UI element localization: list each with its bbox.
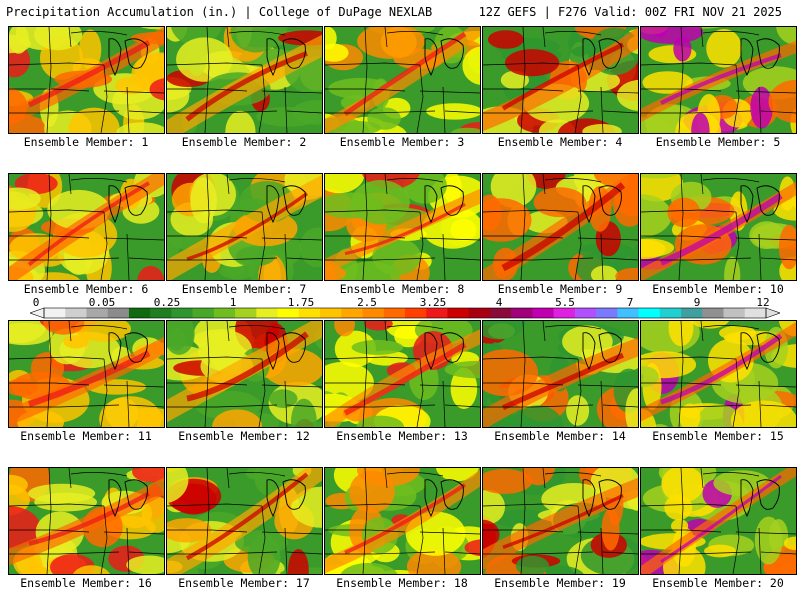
ensemble-map-panel (482, 467, 639, 575)
colorbar-swatch (426, 308, 448, 318)
ensemble-member-label: Ensemble Member: 4 (497, 135, 623, 149)
ensemble-member-label: Ensemble Member: 14 (494, 429, 626, 443)
ensemble-member-label: Ensemble Member: 20 (652, 576, 784, 590)
ensemble-member-label: Ensemble Member: 18 (336, 576, 468, 590)
ensemble-map-panel (324, 320, 481, 428)
colorbar-swatch (468, 308, 491, 318)
colorbar-left-arrow (30, 307, 45, 319)
ensemble-member-label: Ensemble Member: 15 (652, 429, 784, 443)
ensemble-map-panel (640, 26, 797, 134)
colorbar-swatch (723, 308, 746, 318)
colorbar-swatch (65, 308, 87, 318)
colorbar-swatch (681, 308, 703, 318)
ensemble-map-panel (8, 26, 165, 134)
colorbar-swatch (107, 308, 130, 318)
colorbar-swatch (744, 308, 767, 318)
colorbar-swatch (447, 308, 470, 318)
ensemble-member-label: Ensemble Member: 12 (178, 429, 310, 443)
ensemble-map-panel (324, 173, 481, 281)
colorbar (30, 307, 780, 319)
colorbar-swatch (86, 308, 109, 318)
colorbar-swatch (171, 308, 193, 318)
ensemble-map-panel (482, 173, 639, 281)
ensemble-map-panel (166, 173, 323, 281)
ensemble-map-panel (8, 173, 165, 281)
colorbar-swatch (553, 308, 576, 318)
colorbar-swatch (213, 308, 236, 318)
colorbar-swatch (362, 308, 385, 318)
ensemble-map-panel (166, 26, 323, 134)
ensemble-map-panel (640, 467, 797, 575)
colorbar-tick-label: 2.5 (357, 296, 377, 309)
colorbar-swatch (596, 308, 618, 318)
ensemble-member-label: Ensemble Member: 2 (181, 135, 307, 149)
colorbar-tick-label: 0 (32, 296, 40, 309)
ensemble-map-panel (640, 320, 797, 428)
colorbar-swatch (256, 308, 278, 318)
ensemble-map-panel (482, 26, 639, 134)
ensemble-map-panel (482, 320, 639, 428)
colorbar-swatch (574, 308, 597, 318)
colorbar-swatch (320, 308, 342, 318)
colorbar-swatch (659, 308, 682, 318)
ensemble-member-label: Ensemble Member: 7 (181, 282, 307, 296)
colorbar-swatch (702, 308, 724, 318)
ensemble-map-panel (166, 467, 323, 575)
colorbar-tick-label: 1.75 (287, 296, 315, 309)
model-run-info: 12Z GEFS | F276 Valid: 00Z FRI NOV 21 20… (478, 5, 782, 19)
colorbar-swatch (128, 308, 151, 318)
colorbar-tick-label: 0.05 (88, 296, 116, 309)
colorbar-tick-label: 7 (626, 296, 634, 309)
colorbar-swatch (235, 308, 257, 318)
colorbar-swatch (44, 308, 66, 318)
ensemble-map-panel (324, 26, 481, 134)
colorbar-tick-label: 5.5 (555, 296, 575, 309)
ensemble-map-panel (8, 320, 165, 428)
ensemble-member-label: Ensemble Member: 5 (655, 135, 781, 149)
ensemble-map-panel (166, 320, 323, 428)
ensemble-member-label: Ensemble Member: 19 (494, 576, 626, 590)
ensemble-member-label: Ensemble Member: 8 (339, 282, 465, 296)
ensemble-map-panel (640, 173, 797, 281)
colorbar-swatch (405, 308, 427, 318)
colorbar-tick-label: 12 (756, 296, 770, 309)
colorbar-tick-label: 3.25 (419, 296, 447, 309)
colorbar-tick-label: 1 (229, 296, 237, 309)
colorbar-swatch (532, 308, 554, 318)
ensemble-member-label: Ensemble Member: 17 (178, 576, 310, 590)
colorbar-tick-label: 0.25 (153, 296, 181, 309)
colorbar-tick-label: 4 (495, 296, 503, 309)
colorbar-swatch (617, 308, 639, 318)
colorbar-swatch (192, 308, 215, 318)
ensemble-member-label: Ensemble Member: 6 (23, 282, 149, 296)
colorbar-swatch (277, 308, 300, 318)
colorbar-swatch (150, 308, 172, 318)
ensemble-map-panel (8, 467, 165, 575)
colorbar-right-arrow (765, 307, 780, 319)
ensemble-member-label: Ensemble Member: 13 (336, 429, 468, 443)
ensemble-member-label: Ensemble Member: 16 (20, 576, 152, 590)
map-title: Precipitation Accumulation (in.) | Colle… (6, 5, 433, 19)
colorbar-tick-label: 9 (693, 296, 701, 309)
colorbar-swatch (638, 308, 661, 318)
colorbar-swatch (383, 308, 406, 318)
colorbar-swatch (298, 308, 321, 318)
colorbar-swatch (489, 308, 512, 318)
ensemble-member-label: Ensemble Member: 3 (339, 135, 465, 149)
ensemble-map-panel (324, 467, 481, 575)
ensemble-member-label: Ensemble Member: 9 (497, 282, 623, 296)
ensemble-member-label: Ensemble Member: 11 (20, 429, 152, 443)
ensemble-member-label: Ensemble Member: 1 (23, 135, 149, 149)
colorbar-swatch (511, 308, 533, 318)
ensemble-member-label: Ensemble Member: 10 (652, 282, 784, 296)
colorbar-swatch (341, 308, 363, 318)
